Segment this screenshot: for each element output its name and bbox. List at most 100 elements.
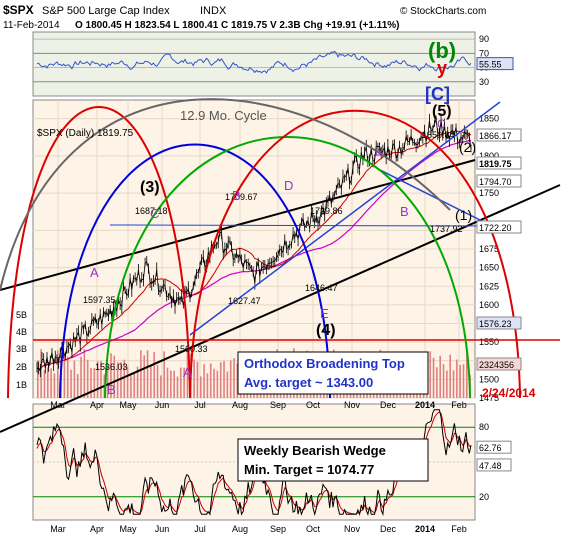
price-x-tick: Oct bbox=[306, 400, 321, 410]
volume-bar bbox=[153, 352, 155, 398]
volume-bar bbox=[166, 367, 169, 398]
volume-bar bbox=[452, 370, 455, 398]
price-x-tick: 2014 bbox=[415, 400, 435, 410]
wave-label: B bbox=[400, 204, 409, 219]
volume-bar bbox=[150, 364, 152, 398]
volume-bar bbox=[126, 366, 129, 398]
price-annotation: 1850.84 bbox=[422, 130, 455, 140]
price-tick-label: 1675 bbox=[479, 244, 499, 254]
volume-bar bbox=[110, 353, 112, 398]
price-x-tick: Nov bbox=[344, 400, 361, 410]
price-x-tick: Jun bbox=[155, 400, 170, 410]
volume-bar bbox=[223, 360, 225, 398]
wave-label: C bbox=[437, 117, 446, 131]
volume-bar bbox=[203, 364, 205, 398]
volume-tick-label: 2B bbox=[16, 362, 27, 372]
price-x-tick: Feb bbox=[451, 400, 467, 410]
volume-bar bbox=[43, 369, 46, 398]
volume-bar bbox=[436, 367, 438, 398]
volume-bar bbox=[83, 349, 86, 398]
volume-bar bbox=[96, 361, 99, 398]
orthodox-target: Avg. target ~ 1343.00 bbox=[244, 375, 373, 390]
volume-bar bbox=[133, 373, 136, 398]
volume-bar bbox=[206, 373, 209, 398]
volume-bar bbox=[120, 362, 122, 398]
volume-bar bbox=[100, 360, 102, 398]
price-tick-label: 1600 bbox=[479, 300, 499, 310]
stoch-x-tick: Oct bbox=[306, 524, 321, 534]
volume-bar bbox=[93, 367, 96, 398]
price-tick-label: 1550 bbox=[479, 337, 499, 347]
cycle-date: 2/24/2014 bbox=[482, 386, 536, 400]
price-tag bbox=[476, 220, 522, 234]
wave-label: (b) bbox=[428, 38, 456, 63]
volume-bar bbox=[456, 359, 458, 398]
volume-bar bbox=[236, 363, 239, 398]
volume-bar bbox=[86, 359, 89, 398]
price-annotation: 1536.03 bbox=[95, 362, 128, 372]
wave-label: A bbox=[183, 365, 192, 380]
rsi-panel bbox=[32, 31, 476, 97]
volume-bar bbox=[199, 376, 202, 398]
cycle-arc-green bbox=[104, 136, 471, 399]
rsi-line bbox=[36, 50, 472, 74]
stoch-x-tick: Apr bbox=[90, 524, 104, 534]
volume-bar bbox=[186, 348, 189, 398]
price-tag bbox=[476, 174, 522, 188]
volume-bar bbox=[66, 356, 69, 398]
volume-bar bbox=[173, 370, 175, 398]
price-tag bbox=[476, 128, 522, 142]
stoch-x-tick: Nov bbox=[344, 524, 361, 534]
volume-bar bbox=[80, 356, 82, 398]
stoch-x-tick: Dec bbox=[380, 524, 397, 534]
stoch-x-tick: Aug bbox=[232, 524, 248, 534]
price-x-tick: Apr bbox=[90, 400, 104, 410]
stoch-value: 47.48 bbox=[479, 461, 502, 471]
index-name: S&P 500 Large Cap Index bbox=[42, 5, 170, 17]
price-annotation: 1729.86 bbox=[310, 206, 343, 216]
volume-bar bbox=[156, 364, 159, 398]
stoch-tick-label: 20 bbox=[479, 492, 489, 502]
volume-bar bbox=[176, 376, 179, 398]
volume-tick-label: 4B bbox=[16, 327, 27, 337]
volume-bar bbox=[462, 364, 465, 398]
volume-bar bbox=[449, 354, 451, 398]
wave-label: B bbox=[107, 382, 116, 397]
volume-bar bbox=[70, 369, 72, 398]
stoch-x-tick: 2014 bbox=[415, 524, 435, 534]
price-x-tick: Dec bbox=[380, 400, 397, 410]
date: 11-Feb-2014 bbox=[3, 20, 60, 31]
wave-label: A bbox=[374, 146, 383, 161]
volume-bar bbox=[160, 375, 162, 398]
price-tag-label: 2324356 bbox=[479, 360, 514, 370]
stoch-tick-label: 80 bbox=[479, 422, 489, 432]
volume-bar bbox=[50, 368, 52, 398]
brand: © StockCharts.com bbox=[400, 6, 486, 17]
stoch-x-tick: Jun bbox=[155, 524, 170, 534]
price-annotation: 1709.67 bbox=[225, 192, 258, 202]
exchange: INDX bbox=[200, 5, 227, 17]
volume-bar bbox=[56, 350, 59, 398]
price-tick-label: 1500 bbox=[479, 374, 499, 384]
volume-bar bbox=[219, 362, 222, 398]
stoch-x-tick: Feb bbox=[451, 524, 467, 534]
wave-label: (2) bbox=[459, 139, 476, 155]
price-tick-label: 1625 bbox=[479, 281, 499, 291]
volume-bar bbox=[216, 370, 219, 398]
price-annotation: 1597.35 bbox=[83, 295, 116, 305]
cycle-label: 12.9 Mo. Cycle bbox=[180, 108, 267, 123]
volume-bar bbox=[429, 351, 432, 398]
price-tick-label: 1850 bbox=[479, 114, 499, 124]
volume-bar bbox=[73, 360, 76, 398]
wave-label: y bbox=[437, 58, 447, 78]
price-x-tick: May bbox=[119, 400, 137, 410]
volume-bar bbox=[183, 367, 185, 398]
price-tag-label: 1794.70 bbox=[479, 177, 512, 187]
stoch-x-tick: May bbox=[119, 524, 137, 534]
volume-bar bbox=[180, 367, 182, 398]
cycle-arc-blue bbox=[59, 143, 331, 399]
volume-bar bbox=[146, 350, 149, 398]
price-tag-label: 1819.75 bbox=[479, 159, 512, 169]
rsi-tick-label: 70 bbox=[479, 48, 489, 58]
volume-bar bbox=[170, 370, 172, 398]
